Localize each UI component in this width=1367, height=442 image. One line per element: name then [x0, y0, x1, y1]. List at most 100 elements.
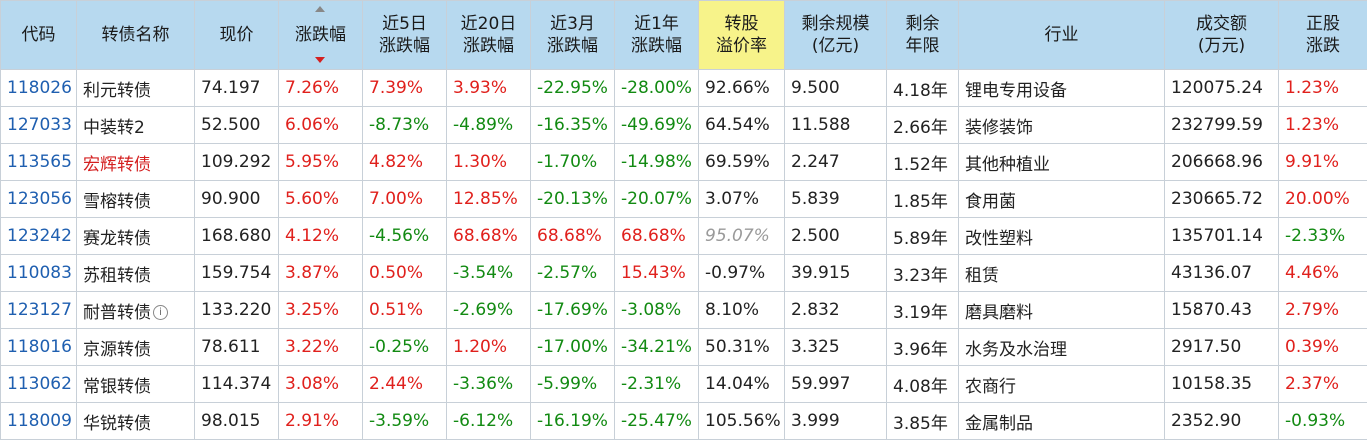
cell-bond-name[interactable]: 京源转债 [76, 328, 195, 366]
cell-bond-name[interactable]: 苏租转债 [76, 254, 195, 292]
cell-stock-change-text: 0.39% [1285, 337, 1340, 357]
cell-remaining-scale: 59.997 [784, 365, 887, 403]
cell-remaining-scale-text: 2.247 [791, 152, 840, 172]
cell-bond-name[interactable]: 华锐转债 [76, 402, 195, 440]
cell-volume-text: 232799.59 [1171, 115, 1263, 135]
table-row[interactable]: 110083 苏租转债 159.754 3.87% 0.50% -3.54% -2.57% 1… [0, 254, 1367, 292]
table-row[interactable]: 118016 京源转债 78.611 3.22% -0.25% 1.20% -17.00% -… [0, 328, 1367, 366]
table-row[interactable]: 113062 常银转债 114.374 3.08% 2.44% -3.36% -5.99% -… [0, 365, 1367, 403]
cell-code[interactable]: 123242 [0, 217, 77, 255]
cell-chg-20d-text: 68.68% [453, 226, 518, 246]
header-chg-5d[interactable]: 近5日 涨跌幅 [362, 0, 447, 70]
info-circle-icon[interactable]: i [153, 305, 168, 320]
header-premium[interactable]: 转股 溢价率 [698, 0, 785, 70]
header-remaining-years[interactable]: 剩余 年限 [886, 0, 959, 70]
cell-volume: 2352.90 [1164, 402, 1279, 440]
cell-code-text[interactable]: 127033 [7, 115, 72, 135]
table-row[interactable]: 118009 华锐转债 98.015 2.91% -3.59% -6.12% -16.19%… [0, 402, 1367, 440]
header-volume[interactable]: 成交额 (万元) [1164, 0, 1279, 70]
cell-code-text[interactable]: 113565 [7, 152, 72, 172]
cell-code[interactable]: 127033 [0, 106, 77, 144]
cell-code[interactable]: 110083 [0, 254, 77, 292]
cell-chg-1y-text: -20.07% [621, 189, 692, 209]
sort-asc-icon[interactable] [314, 6, 325, 12]
cell-industry-text: 金属制品 [965, 413, 1033, 434]
header-chg-20d[interactable]: 近20日 涨跌幅 [446, 0, 531, 70]
cell-chg-20d-text: -3.54% [453, 263, 514, 283]
cell-code[interactable]: 113062 [0, 365, 77, 403]
cell-chg-3m-text: -5.99% [537, 374, 598, 394]
header-industry[interactable]: 行业 [958, 0, 1165, 70]
cell-volume-text: 2352.90 [1171, 411, 1242, 431]
sort-desc-icon[interactable] [314, 57, 325, 63]
table-body: 118026 利元转债 74.197 7.26% 7.39% 3.93% -22.95% -2… [0, 69, 1367, 440]
header-remaining-scale[interactable]: 剩余规模 (亿元) [784, 0, 887, 70]
header-code[interactable]: 代码 [0, 0, 77, 70]
cell-bond-name[interactable]: 耐普转债 i [76, 291, 195, 329]
cell-bond-name[interactable]: 赛龙转债 [76, 217, 195, 255]
cell-chg-1y: -34.21% [614, 328, 699, 366]
header-chg-3m[interactable]: 近3月 涨跌幅 [530, 0, 615, 70]
cell-code-text[interactable]: 118009 [7, 411, 72, 431]
cell-bond-name-text[interactable]: 苏租转债 [83, 265, 151, 286]
header-price[interactable]: 现价 [194, 0, 279, 70]
cell-bond-name[interactable]: 常银转债 [76, 365, 195, 403]
cell-chg-5d: -3.59% [362, 402, 447, 440]
header-price-label-0: 现价 [219, 25, 254, 45]
cell-code-text[interactable]: 118026 [7, 78, 72, 98]
cell-code[interactable]: 118026 [0, 69, 77, 107]
cell-remaining-years-text: 3.96年 [893, 339, 948, 360]
cell-bond-name-text[interactable]: 华锐转债 [83, 413, 151, 434]
cell-chg-5d: -0.25% [362, 328, 447, 366]
cell-price: 114.374 [194, 365, 279, 403]
header-change[interactable]: 涨跌幅 [278, 0, 363, 70]
cell-bond-name-text[interactable]: 京源转债 [83, 339, 151, 360]
cell-bond-name-text[interactable]: 中装转2 [83, 117, 145, 138]
cell-premium: -0.97% [698, 254, 785, 292]
cell-code[interactable]: 118009 [0, 402, 77, 440]
cell-premium-text: 50.31% [705, 337, 770, 357]
cell-code-text[interactable]: 110083 [7, 263, 72, 283]
cell-volume: 10158.35 [1164, 365, 1279, 403]
cell-stock-change-text: -0.93% [1285, 411, 1346, 431]
cell-code[interactable]: 123056 [0, 180, 77, 218]
cell-chg-3m: 68.68% [530, 217, 615, 255]
table-row[interactable]: 123242 赛龙转债 168.680 4.12% -4.56% 68.68% 68.68%… [0, 217, 1367, 255]
header-stock-change[interactable]: 正股 涨跌 [1278, 0, 1367, 70]
cell-code-text[interactable]: 123127 [7, 300, 72, 320]
cell-volume-text: 206668.96 [1171, 152, 1263, 172]
cell-bond-name[interactable]: 中装转2 [76, 106, 195, 144]
header-chg-5d-label-0: 近5日 [382, 14, 427, 34]
cell-code[interactable]: 123127 [0, 291, 77, 329]
cell-price-text: 168.680 [201, 226, 272, 246]
cell-code[interactable]: 118016 [0, 328, 77, 366]
cell-chg-5d-text: -8.73% [369, 115, 430, 135]
cell-bond-name-text[interactable]: 常银转债 [83, 376, 151, 397]
cell-bond-name-text[interactable]: 雪榕转债 [83, 191, 151, 212]
header-bond-name[interactable]: 转债名称 [76, 0, 195, 70]
cell-volume: 15870.43 [1164, 291, 1279, 329]
table-row[interactable]: 123127 耐普转债 i 133.220 3.25% 0.51% -2.69% -17.69… [0, 291, 1367, 329]
table-row[interactable]: 127033 中装转2 52.500 6.06% -8.73% -4.89% -16.35%… [0, 106, 1367, 144]
cell-premium-text: 95.07% [705, 226, 770, 246]
cell-chg-20d: 1.20% [446, 328, 531, 366]
cell-bond-name-text[interactable]: 利元转债 [83, 80, 151, 101]
cell-code-text[interactable]: 123242 [7, 226, 72, 246]
cell-code-text[interactable]: 123056 [7, 189, 72, 209]
table-row[interactable]: 113565 宏辉转债 109.292 5.95% 4.82% 1.30% -1.70% -1… [0, 143, 1367, 181]
table-row[interactable]: 123056 雪榕转债 90.900 5.60% 7.00% 12.85% -20.13% -… [0, 180, 1367, 218]
cell-code[interactable]: 113565 [0, 143, 77, 181]
cell-bond-name-text[interactable]: 耐普转债 [83, 302, 151, 323]
cell-code-text[interactable]: 118016 [7, 337, 72, 357]
cell-price: 90.900 [194, 180, 279, 218]
cell-bond-name-text[interactable]: 宏辉转债 [83, 154, 151, 175]
cell-price-text: 90.900 [201, 189, 261, 209]
header-chg-1y[interactable]: 近1年 涨跌幅 [614, 0, 699, 70]
cell-bond-name[interactable]: 雪榕转债 [76, 180, 195, 218]
cell-bond-name-text[interactable]: 赛龙转债 [83, 228, 151, 249]
table-row[interactable]: 118026 利元转债 74.197 7.26% 7.39% 3.93% -22.95% -2… [0, 69, 1367, 107]
cell-bond-name[interactable]: 宏辉转债 [76, 143, 195, 181]
cell-code-text[interactable]: 113062 [7, 374, 72, 394]
cell-bond-name[interactable]: 利元转债 [76, 69, 195, 107]
cell-industry: 改性塑料 [958, 217, 1165, 255]
